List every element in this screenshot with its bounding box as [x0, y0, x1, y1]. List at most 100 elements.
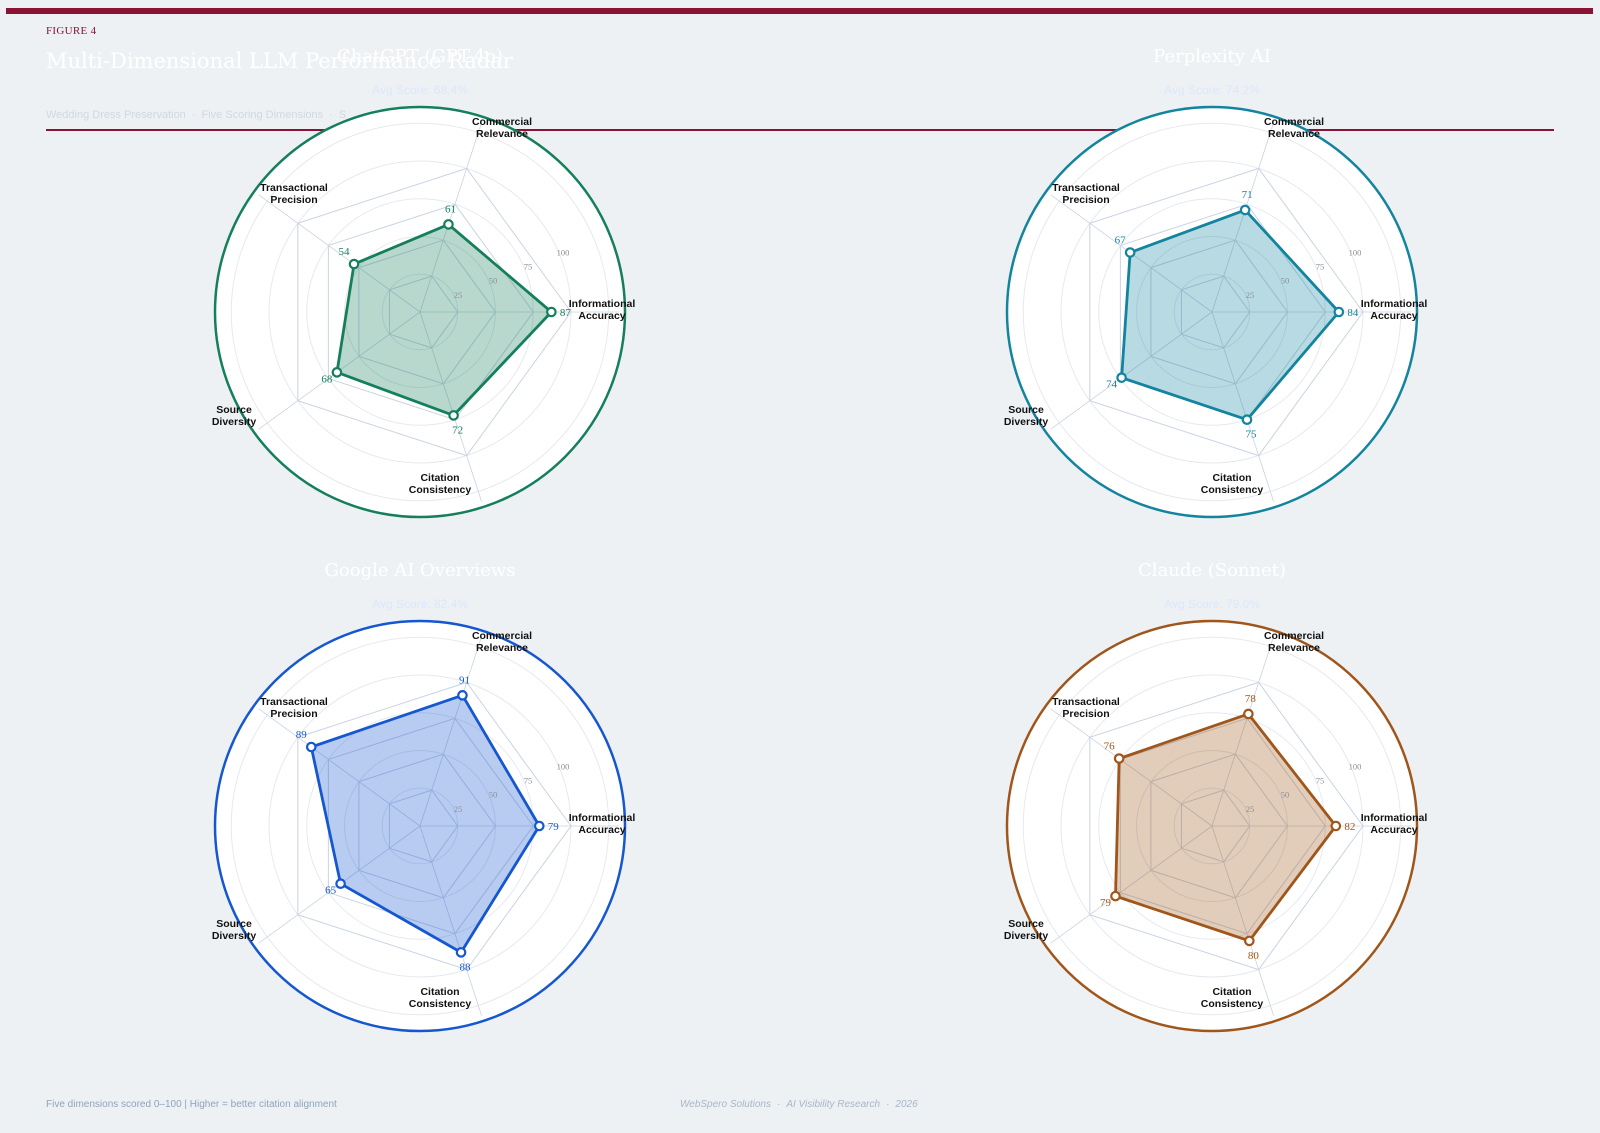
value-label: 65: [325, 885, 337, 897]
axis-label-informational-accuracy: Informational Accuracy: [1361, 298, 1428, 322]
chart-title: Claude (Sonnet): [1137, 560, 1287, 581]
axis-label-informational-accuracy: Informational Accuracy: [569, 298, 636, 322]
axis-label-citation-consistency: Citation Consistency: [409, 986, 472, 1010]
subtitle-topic: Wedding Dress Preservation: [46, 109, 186, 121]
grid-polygon: [297, 167, 572, 457]
page-title: Multi-Dimensional LLM Performance Radar: [46, 49, 513, 73]
value-label: 80: [1248, 950, 1260, 962]
axis-spoke: [1050, 708, 1213, 827]
radar-chart-google-ai-overviews: 25 50 75 100 79 91 89 65 88 Informational Accuracy…: [212, 619, 635, 1033]
tick-label: 75: [1316, 262, 1325, 272]
tick-label: 50: [1281, 276, 1290, 286]
footer-company: WebSpero Solutions: [680, 1099, 771, 1110]
grid-polygon: [388, 275, 459, 349]
axis-spoke: [419, 122, 482, 313]
data-point[interactable]: [348, 258, 360, 270]
axis-spoke: [1211, 825, 1274, 1016]
footer-credit: WebSpero Solutions · AI Visibility Researc…: [680, 1099, 918, 1110]
grid-polygon: [1119, 717, 1326, 935]
chart-title: Google AI Overviews: [324, 560, 516, 581]
data-point[interactable]: [533, 820, 545, 832]
grid-polygon: [297, 681, 572, 971]
chart-header-claude-sonnet: Claude (Sonnet) Avg Score: 79.0%: [962, 560, 1462, 611]
axis-label-transactional-precision: Transactional Precision: [1052, 696, 1120, 720]
data-point[interactable]: [448, 410, 459, 421]
axis-spoke: [419, 636, 482, 827]
axis-label-commercial-relevance: Commercial Relevance: [1264, 630, 1324, 654]
axis-label-citation-consistency: Citation Consistency: [1201, 472, 1264, 496]
tick-label: 100: [1349, 761, 1362, 771]
data-point[interactable]: [1243, 708, 1254, 720]
value-label: 71: [1242, 189, 1253, 201]
data-point[interactable]: [1239, 204, 1251, 216]
axis-spoke: [419, 311, 482, 502]
tick-label: 100: [557, 761, 570, 771]
axis-label-transactional-precision: Transactional Precision: [260, 182, 328, 206]
data-point[interactable]: [305, 741, 317, 753]
data-point[interactable]: [1330, 820, 1342, 832]
data-point[interactable]: [335, 878, 346, 889]
value-label: 76: [1104, 741, 1116, 753]
grid-polygon: [1180, 789, 1251, 863]
tick-label: 50: [489, 276, 498, 286]
axis-spoke: [1211, 122, 1274, 313]
tick-label: 75: [1316, 776, 1325, 786]
tick-label: 50: [1281, 790, 1290, 800]
footer-note: Five dimensions scored 0–100 | Higher = …: [46, 1099, 337, 1110]
value-label: 91: [459, 674, 470, 686]
axis-spoke: [258, 194, 421, 313]
grid-polygon: [1150, 753, 1289, 899]
axis-label-source-diversity: Source Diversity: [212, 404, 257, 428]
grid-polygon: [388, 789, 459, 863]
data-polygon: [309, 693, 541, 954]
axis-label-citation-consistency: Citation Consistency: [409, 472, 472, 496]
value-label: 68: [321, 373, 333, 385]
axis-spoke: [1211, 636, 1274, 827]
avg-score: Avg Score: 74.2%: [1164, 83, 1260, 97]
data-point[interactable]: [1116, 372, 1127, 383]
axis-label-commercial-relevance: Commercial Relevance: [472, 116, 532, 140]
data-point[interactable]: [455, 947, 467, 958]
tick-label: 25: [454, 290, 463, 300]
axis-spoke: [258, 708, 421, 827]
data-point[interactable]: [1241, 414, 1253, 426]
data-point[interactable]: [443, 219, 454, 230]
value-label: 79: [548, 821, 560, 833]
grid-polygon: [1119, 203, 1326, 421]
data-point[interactable]: [331, 367, 343, 378]
figure-label: FIGURE 4: [46, 25, 97, 37]
value-label: 54: [339, 246, 351, 258]
value-label: 82: [1344, 821, 1355, 833]
data-point[interactable]: [1113, 753, 1125, 764]
value-label: 89: [296, 729, 308, 741]
data-point[interactable]: [1244, 935, 1255, 947]
radar-chart-perplexity-ai: 25 50 75 100 84 71 67 74 75 Informational Accuracy…: [1004, 105, 1428, 519]
axis-spoke: [1050, 311, 1213, 430]
value-label: 88: [460, 961, 472, 973]
axis-spoke: [1050, 825, 1213, 944]
data-point[interactable]: [1333, 306, 1345, 318]
chart-header-google-ai-overviews: Google AI Overviews Avg Score: 82.4%: [170, 560, 670, 611]
value-label: 75: [1245, 429, 1257, 441]
grid-polygon: [1089, 167, 1364, 457]
axis-label-source-diversity: Source Diversity: [1004, 918, 1049, 942]
grid-polygon: [1150, 239, 1289, 385]
data-point[interactable]: [457, 690, 468, 701]
subtitle: Wedding Dress Preservation · Five Scoring …: [46, 109, 347, 121]
grid-polygon: [1089, 681, 1364, 971]
tick-label: 75: [524, 776, 533, 786]
footer-year: 2026: [895, 1099, 918, 1110]
top-accent-bar: [6, 8, 1593, 14]
value-label: 78: [1245, 693, 1257, 705]
data-point[interactable]: [546, 306, 557, 318]
axis-label-source-diversity: Source Diversity: [212, 918, 257, 942]
axis-label-transactional-precision: Transactional Precision: [260, 696, 328, 720]
axis-label-commercial-relevance: Commercial Relevance: [472, 630, 532, 654]
data-point[interactable]: [1124, 247, 1136, 258]
value-label: 72: [452, 424, 463, 436]
axis-label-source-diversity: Source Diversity: [1004, 404, 1049, 428]
tick-label: 50: [489, 790, 498, 800]
axis-label-transactional-precision: Transactional Precision: [1052, 182, 1120, 206]
data-point[interactable]: [1110, 890, 1121, 902]
